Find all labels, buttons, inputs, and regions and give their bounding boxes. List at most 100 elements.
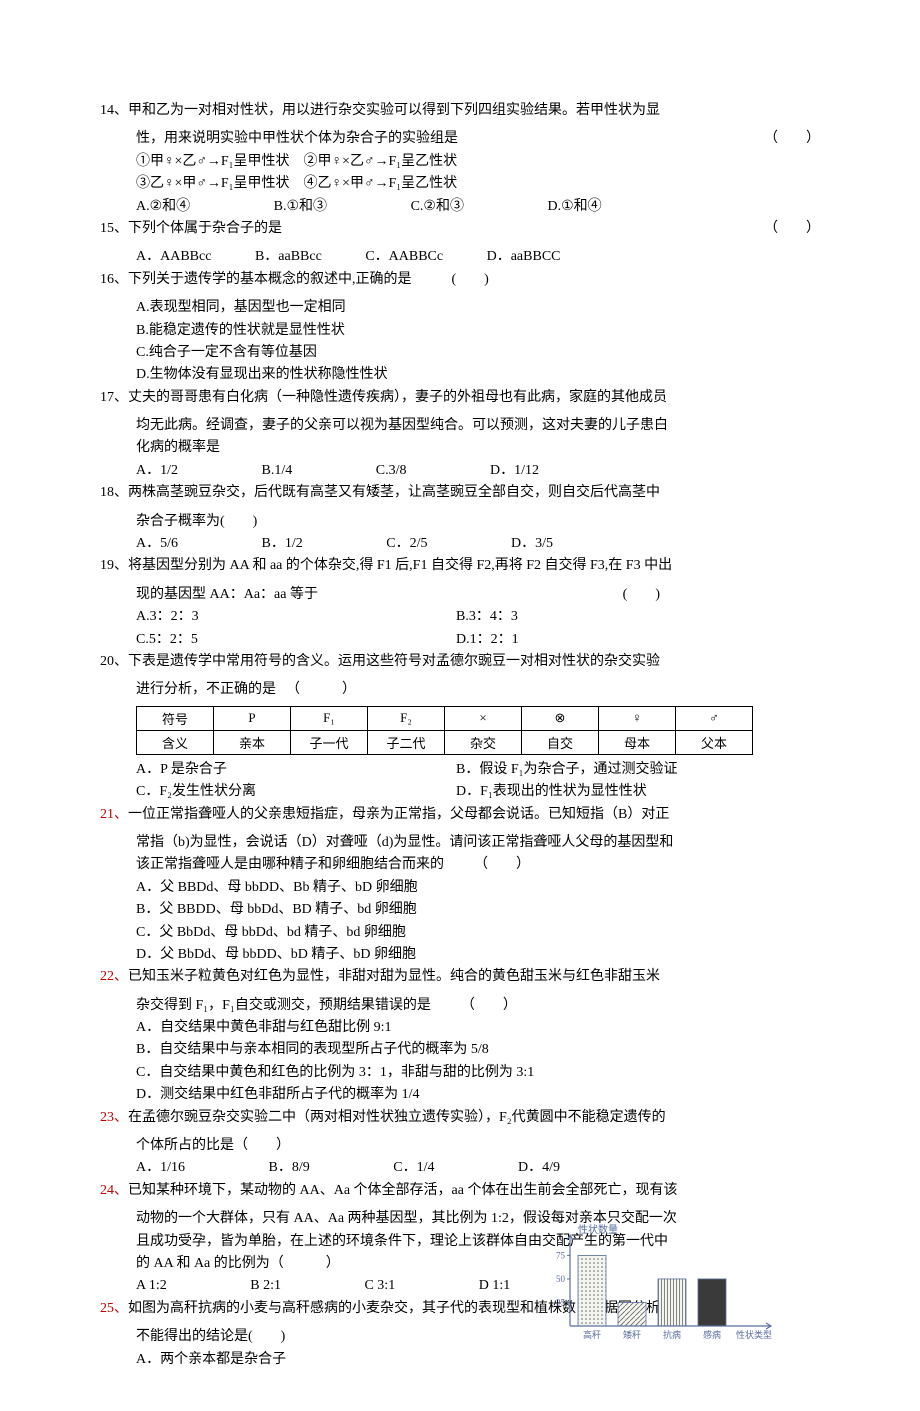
svg-text:性状数量: 性状数量 (578, 1223, 618, 1236)
q18-opt-d: D．3/5 (511, 533, 553, 555)
q24-opt-c: C 3:1 (364, 1275, 395, 1297)
q21-opt-b: B．父 BBDD、母 bbDd、BD 精子、bd 卵细胞 (100, 899, 840, 921)
q22-num: 22、 (100, 969, 128, 984)
table-cell: 母本 (599, 730, 676, 754)
q23-num: 23、 (100, 1110, 128, 1125)
q15-paren: （ ） (764, 218, 840, 240)
q23-text: 在孟德尔豌豆杂交实验二中（两对相对性状独立遗传实验），F₂代黄圆中不能稳定遗传的 (128, 1110, 666, 1125)
q17-line3: 化病的概率是 (100, 437, 840, 459)
q20-opt-b: B．假设 F₁为杂合子，通过测交验证 (456, 759, 840, 781)
q14-paren: （ ） (764, 128, 840, 150)
q17-opt-a: A．1/2 (136, 460, 178, 482)
q14-text: 甲和乙为一对相对性状，用以进行杂交实验可以得到下列四组实验结果。若甲性状为显 (128, 103, 660, 118)
q24-text: 已知某种环境下，某动物的 AA、Aa 个体全部存活，aa 个体在出生前会全部死亡… (128, 1183, 677, 1198)
q25-num: 25、 (100, 1301, 128, 1316)
svg-text:抗病: 抗病 (663, 1329, 681, 1340)
q14-opt-b: B.①和③ (274, 196, 327, 218)
q14-opt-c: C.②和③ (411, 196, 464, 218)
svg-text:性状类型: 性状类型 (736, 1329, 772, 1340)
q16-opt-b: B.能稳定遗传的性状就是显性性状 (100, 320, 840, 342)
q14-exp1: ①甲♀×乙♂→F₁呈甲性状 ②甲♀×乙♂→F₁呈乙性状 (100, 151, 840, 173)
q21-paren: （ ） (474, 857, 530, 872)
q20-line2: 进行分析，不正确的是 (136, 682, 276, 697)
q15-opt-c: C．AABBCc (365, 246, 443, 268)
q19-opt-d: D.1：2：1 (456, 629, 840, 651)
q19-num: 19、 (100, 558, 128, 573)
table-cell: 子二代 (368, 730, 445, 754)
table-cell: 自交 (522, 730, 599, 754)
q14-line2: 性，用来说明实验中甲性状个体为杂合子的实验组是 (136, 131, 458, 146)
table-cell: 亲本 (214, 730, 291, 754)
q18-line2: 杂合子概率为( ) (100, 511, 840, 533)
q24-opt-d: D 1:1 (479, 1275, 511, 1297)
q23-line2: 个体所占的比是（ ） (100, 1135, 840, 1157)
q20-opt-a: A．P 是杂合子 (136, 759, 456, 781)
svg-text:75: 75 (556, 1250, 566, 1260)
q14-num: 14、 (100, 103, 128, 118)
svg-text:高秆: 高秆 (583, 1329, 601, 1340)
table-cell: 父本 (676, 730, 753, 754)
table-cell: F₂ (368, 706, 445, 730)
q15-text: 下列个体属于杂合子的是 (128, 221, 282, 236)
q14-opt-a: A.②和④ (136, 196, 190, 218)
q23-opt-d: D．4/9 (518, 1157, 560, 1179)
q14-exp2: ③乙♀×甲♂→F₁呈甲性状 ④乙♀×甲♂→F₁呈乙性状 (100, 173, 840, 195)
q20-paren: （ ） (286, 682, 356, 697)
q19-opt-a: A.3：2：3 (136, 606, 456, 628)
q20-table: 符号 P F₁ F₂ × ⊗ ♀ ♂ 含义 亲本 子一代 子二代 杂交 自交 母… (136, 706, 753, 755)
q20-num: 20、 (100, 654, 128, 669)
q21-opt-c: C．父 BbDd、母 bbDd、bd 精子、bd 卵细胞 (100, 922, 840, 944)
q24-num: 24、 (100, 1183, 128, 1198)
q19-opt-b: B.3：4：3 (456, 606, 840, 628)
q17-opt-d: D．1/12 (490, 460, 539, 482)
q19-paren: ( ) (623, 584, 840, 606)
q24-opt-a: A 1:2 (136, 1275, 167, 1297)
svg-text:50: 50 (556, 1274, 566, 1284)
q20-opt-c: C．F₂发生性状分离 (136, 781, 456, 803)
q22-opt-a: A．自交结果中黄色非甜与红色甜比例 9:1 (100, 1017, 840, 1039)
q18-num: 18、 (100, 485, 128, 500)
table-cell: ⊗ (522, 706, 599, 730)
table-cell: 子一代 (291, 730, 368, 754)
q22-line2: 杂交得到 F₁，F₁自交或测交，预期结果错误的是 (136, 998, 431, 1013)
q16-paren: ( ) (452, 272, 489, 287)
svg-text:感病: 感病 (703, 1329, 721, 1340)
q24-opt-b: B 2:1 (250, 1275, 281, 1297)
q14-opt-d: D.①和④ (547, 196, 601, 218)
q22-opt-b: B．自交结果中与亲本相同的表现型所占子代的概率为 5/8 (100, 1039, 840, 1061)
q22-text: 已知玉米子粒黄色对红色为显性，非甜对甜为显性。纯合的黄色甜玉米与红色非甜玉米 (128, 969, 660, 984)
table-cell: × (445, 706, 522, 730)
q16-opt-a: A.表现型相同，基因型也一定相同 (100, 297, 840, 319)
q22-opt-d: D．测交结果中红色非甜所占子代的概率为 1/4 (100, 1084, 840, 1106)
table-cell: ♂ (676, 706, 753, 730)
q19-line2: 现的基因型 AA：Aa：aa 等于 (136, 587, 318, 602)
q15-opt-d: D．aaBBCC (487, 246, 561, 268)
q17-line2: 均无此病。经调查，妻子的父亲可以视为基因型纯合。可以预测，这对夫妻的儿子患白 (100, 415, 840, 437)
table-cell: F₁ (291, 706, 368, 730)
svg-text:矮秆: 矮秆 (623, 1329, 641, 1340)
q16-num: 16、 (100, 272, 128, 287)
q18-opt-b: B．1/2 (262, 533, 303, 555)
svg-text:25: 25 (556, 1297, 566, 1307)
q21-text: 一位正常指聋哑人的父亲患短指症，母亲为正常指，父母都会说话。已知短指（B）对正 (128, 807, 669, 822)
q19-text: 将基因型分别为 AA 和 aa 的个体杂交,得 F1 后,F1 自交得 F2,再… (128, 558, 672, 573)
q21-opt-d: D．父 BbDd、母 bbDD、bD 精子、bD 卵细胞 (100, 944, 840, 966)
q16-opt-c: C.纯合子一定不含有等位基因 (100, 342, 840, 364)
q25-chart: 性状数量 25 50 75 高秆 矮秆 抗病 感病 性状类型 (540, 1221, 780, 1351)
table-cell: ♀ (599, 706, 676, 730)
q17-num: 17、 (100, 390, 128, 405)
q23-opt-a: A．1/16 (136, 1157, 185, 1179)
table-cell: P (214, 706, 291, 730)
q18-opt-c: C．2/5 (386, 533, 427, 555)
table-cell: 符号 (137, 706, 214, 730)
q17-opt-c: C.3/8 (376, 460, 407, 482)
q17-opt-b: B.1/4 (262, 460, 293, 482)
q22-opt-c: C．自交结果中黄色和红色的比例为 3：1，非甜与甜的比例为 3:1 (100, 1062, 840, 1084)
q21-num: 21、 (100, 807, 128, 822)
q19-opt-c: C.5：2：5 (136, 629, 456, 651)
q22-paren: （ ） (461, 998, 517, 1013)
q15-num: 15、 (100, 221, 128, 236)
q23-opt-c: C．1/4 (393, 1157, 434, 1179)
table-cell: 含义 (137, 730, 214, 754)
q18-opt-a: A．5/6 (136, 533, 178, 555)
